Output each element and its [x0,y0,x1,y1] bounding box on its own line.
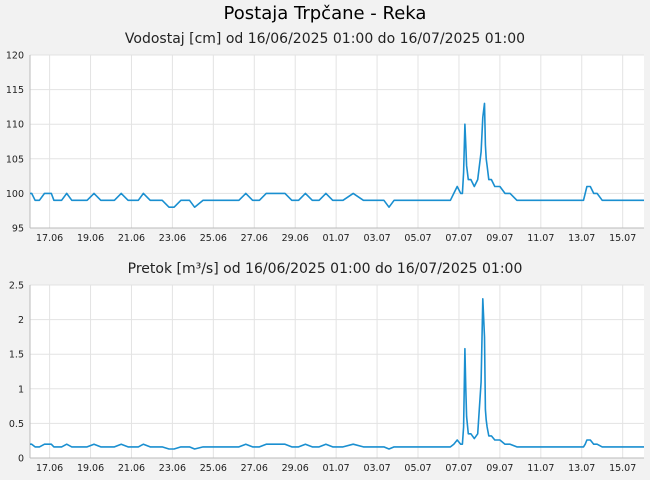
chart-1: 95 100 105 110 115 120 17.06 19.06 21.06 23.06 25.… [6,51,644,244]
y-tick-label: 95 [12,224,24,235]
x-tick-label: 21.06 [118,463,145,474]
x-tick-label: 17.06 [36,463,63,474]
x-tick-label: 11.07 [527,233,554,244]
x-tick-label: 19.06 [77,463,104,474]
x-tick-label: 25.06 [200,233,227,244]
y-tick-label: 0.5 [9,419,24,430]
x-tick-label: 29.06 [282,463,309,474]
y-tick-label: 1.5 [9,350,24,361]
y-tick-label: 120 [6,51,24,62]
x-tick-label: 07.07 [445,233,472,244]
x-tick-label: 27.06 [241,463,268,474]
chart-2: 0 0.5 1 1.5 2 2.5 17.06 19.06 21.06 23.06 25.06 27.… [9,281,644,474]
x-tick-label: 15.07 [609,463,636,474]
x-tick-label: 03.07 [363,233,390,244]
x-tick-label: 11.07 [527,463,554,474]
y-tick-label: 1 [18,384,24,395]
x-tick-label: 21.06 [118,233,145,244]
x-tick-label: 01.07 [323,233,350,244]
x-tick-label: 17.06 [36,233,63,244]
x-tick-label: 29.06 [282,233,309,244]
x-tick-label: 15.07 [609,233,636,244]
page-title: Postaja Trpčane - Reka [223,3,427,24]
x-tick-label: 25.06 [200,463,227,474]
x-tick-label: 05.07 [404,463,431,474]
plot-area [30,55,644,228]
chart-1-title: Vodostaj [cm] od 16/06/2025 01:00 do 16/… [124,31,526,47]
series-line-1 [30,297,644,450]
x-tick-label: 09.07 [486,233,513,244]
x-tick-label: 07.07 [445,463,472,474]
x-tick-label: 23.06 [159,233,186,244]
chart-2-title: Pretok [m³/s] od 16/06/2025 01:00 do 16/… [127,261,523,277]
y-tick-label: 110 [6,120,24,131]
x-tick-label: 13.07 [568,463,595,474]
y-tick-label: 0 [18,454,24,465]
x-tick-label: 27.06 [241,233,268,244]
y-tick-label: 2.5 [9,281,24,292]
x-tick-label: 01.07 [323,463,350,474]
x-tick-label: 03.07 [363,463,390,474]
y-tick-label: 115 [6,85,24,96]
y-tick-label: 2 [18,315,24,326]
x-tick-label: 23.06 [159,463,186,474]
x-tick-label: 05.07 [404,233,431,244]
plot-area [30,285,644,458]
y-tick-label: 100 [6,189,24,200]
y-tick-label: 105 [6,154,24,165]
x-tick-label: 19.06 [77,233,104,244]
x-tick-label: 09.07 [486,463,513,474]
x-tick-label: 13.07 [568,233,595,244]
series-line-1 [30,102,644,208]
